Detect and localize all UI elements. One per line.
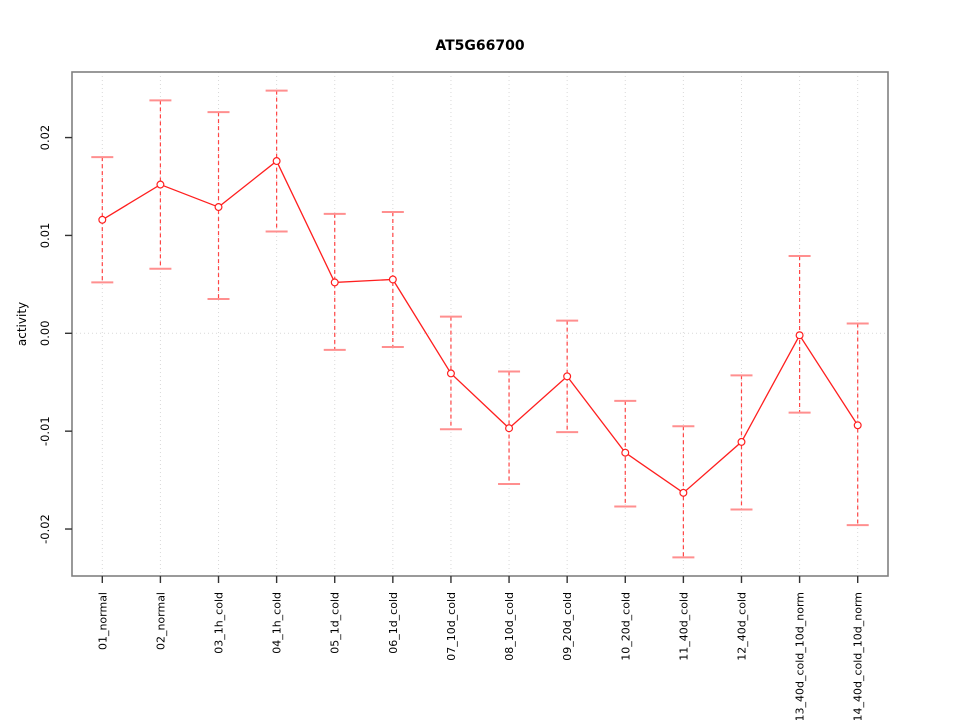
y-tick-label: -0.02: [38, 514, 52, 544]
y-tick-label: 0.01: [38, 223, 52, 249]
data-point: [98, 215, 107, 224]
data-point: [272, 157, 281, 166]
x-tick-label: 05_1d_cold: [329, 592, 342, 654]
data-point: [214, 203, 223, 212]
x-tick-label: 10_20d_cold: [619, 592, 632, 661]
y-tick-label: 0.02: [38, 125, 52, 151]
x-tick-label: 04_1h_cold: [271, 592, 284, 654]
x-tick-label: 12_40d_cold: [735, 592, 748, 661]
data-point: [795, 331, 804, 340]
data-point: [679, 488, 688, 497]
y-axis-label: activity: [15, 302, 29, 346]
data-point: [330, 278, 339, 287]
data-point: [737, 437, 746, 446]
x-tick-label: 13_40d_cold_10d_norm: [794, 592, 807, 720]
x-tick-label: 06_1d_cold: [387, 592, 400, 654]
data-point: [446, 369, 455, 378]
x-tick-label: 11_40d_cold: [677, 592, 690, 661]
chart-title: AT5G66700: [435, 38, 524, 54]
y-tick-label: 0.00: [38, 320, 52, 346]
x-tick-label: 03_1h_cold: [213, 592, 226, 654]
x-tick-label: 01_normal: [96, 592, 109, 650]
data-point: [563, 372, 572, 381]
y-tick-label: -0.01: [38, 416, 52, 446]
x-tick-label: 02_normal: [154, 592, 167, 650]
data-point: [156, 180, 165, 189]
data-point: [505, 424, 514, 433]
x-tick-label: 09_20d_cold: [561, 592, 574, 661]
series-line: [101, 160, 859, 494]
data-point: [621, 448, 630, 457]
data-point: [388, 275, 397, 284]
x-tick-label: 14_40d_cold_10d_norm: [852, 592, 865, 720]
plot-border: [71, 71, 889, 577]
x-tick-label: 07_10d_cold: [445, 592, 458, 661]
x-tick-label: 08_10d_cold: [503, 592, 516, 661]
data-point: [853, 421, 862, 430]
